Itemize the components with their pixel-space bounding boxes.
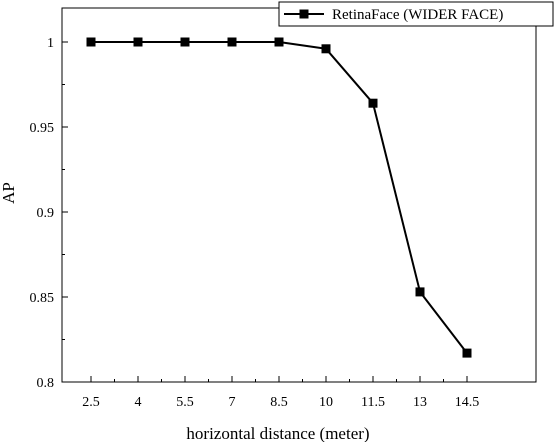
series-line <box>91 41 468 354</box>
x-tick-label: 2.5 <box>82 395 100 410</box>
x-axis-label: horizontal distance (meter) <box>186 424 369 442</box>
data-point <box>227 37 237 47</box>
y-tick-label: 0.9 <box>37 206 55 221</box>
data-point <box>321 44 331 54</box>
x-tick-label: 14.5 <box>455 395 480 410</box>
x-tick-label: 13 <box>413 395 427 410</box>
data-point <box>86 37 96 47</box>
x-tick-label: 11.5 <box>361 395 385 410</box>
x-tick-label: 4 <box>135 395 142 410</box>
y-tick-label: 0.85 <box>30 291 55 306</box>
data-point <box>133 37 143 47</box>
y-axis: 0.8 0.85 0.9 0.95 1 <box>30 36 68 391</box>
series-layer <box>86 37 472 358</box>
data-point <box>415 287 425 297</box>
data-point <box>180 37 190 47</box>
x-tick-label: 8.5 <box>270 395 288 410</box>
data-point <box>462 348 472 358</box>
x-tick-label: 7 <box>229 395 236 410</box>
y-tick-label: 0.8 <box>37 376 55 391</box>
x-tick-label: 5.5 <box>176 395 194 410</box>
plot-border <box>61 7 537 383</box>
x-axis: 2.5 4 5.5 7 8.5 10 11.5 13 14.5 <box>82 376 479 410</box>
y-tick-label: 0.95 <box>30 121 55 136</box>
legend-label-retinaface: RetinaFace (WIDER FACE) <box>332 7 503 23</box>
data-point <box>274 37 284 47</box>
legend: RetinaFace (WIDER FACE) <box>278 1 554 27</box>
data-point <box>368 98 378 108</box>
x-tick-label: 10 <box>319 395 333 410</box>
y-axis-label: AP <box>0 182 18 204</box>
plot-frame <box>61 7 537 383</box>
legend-box <box>278 1 554 27</box>
y-tick-label: 1 <box>47 36 54 51</box>
legend-marker <box>299 9 309 19</box>
